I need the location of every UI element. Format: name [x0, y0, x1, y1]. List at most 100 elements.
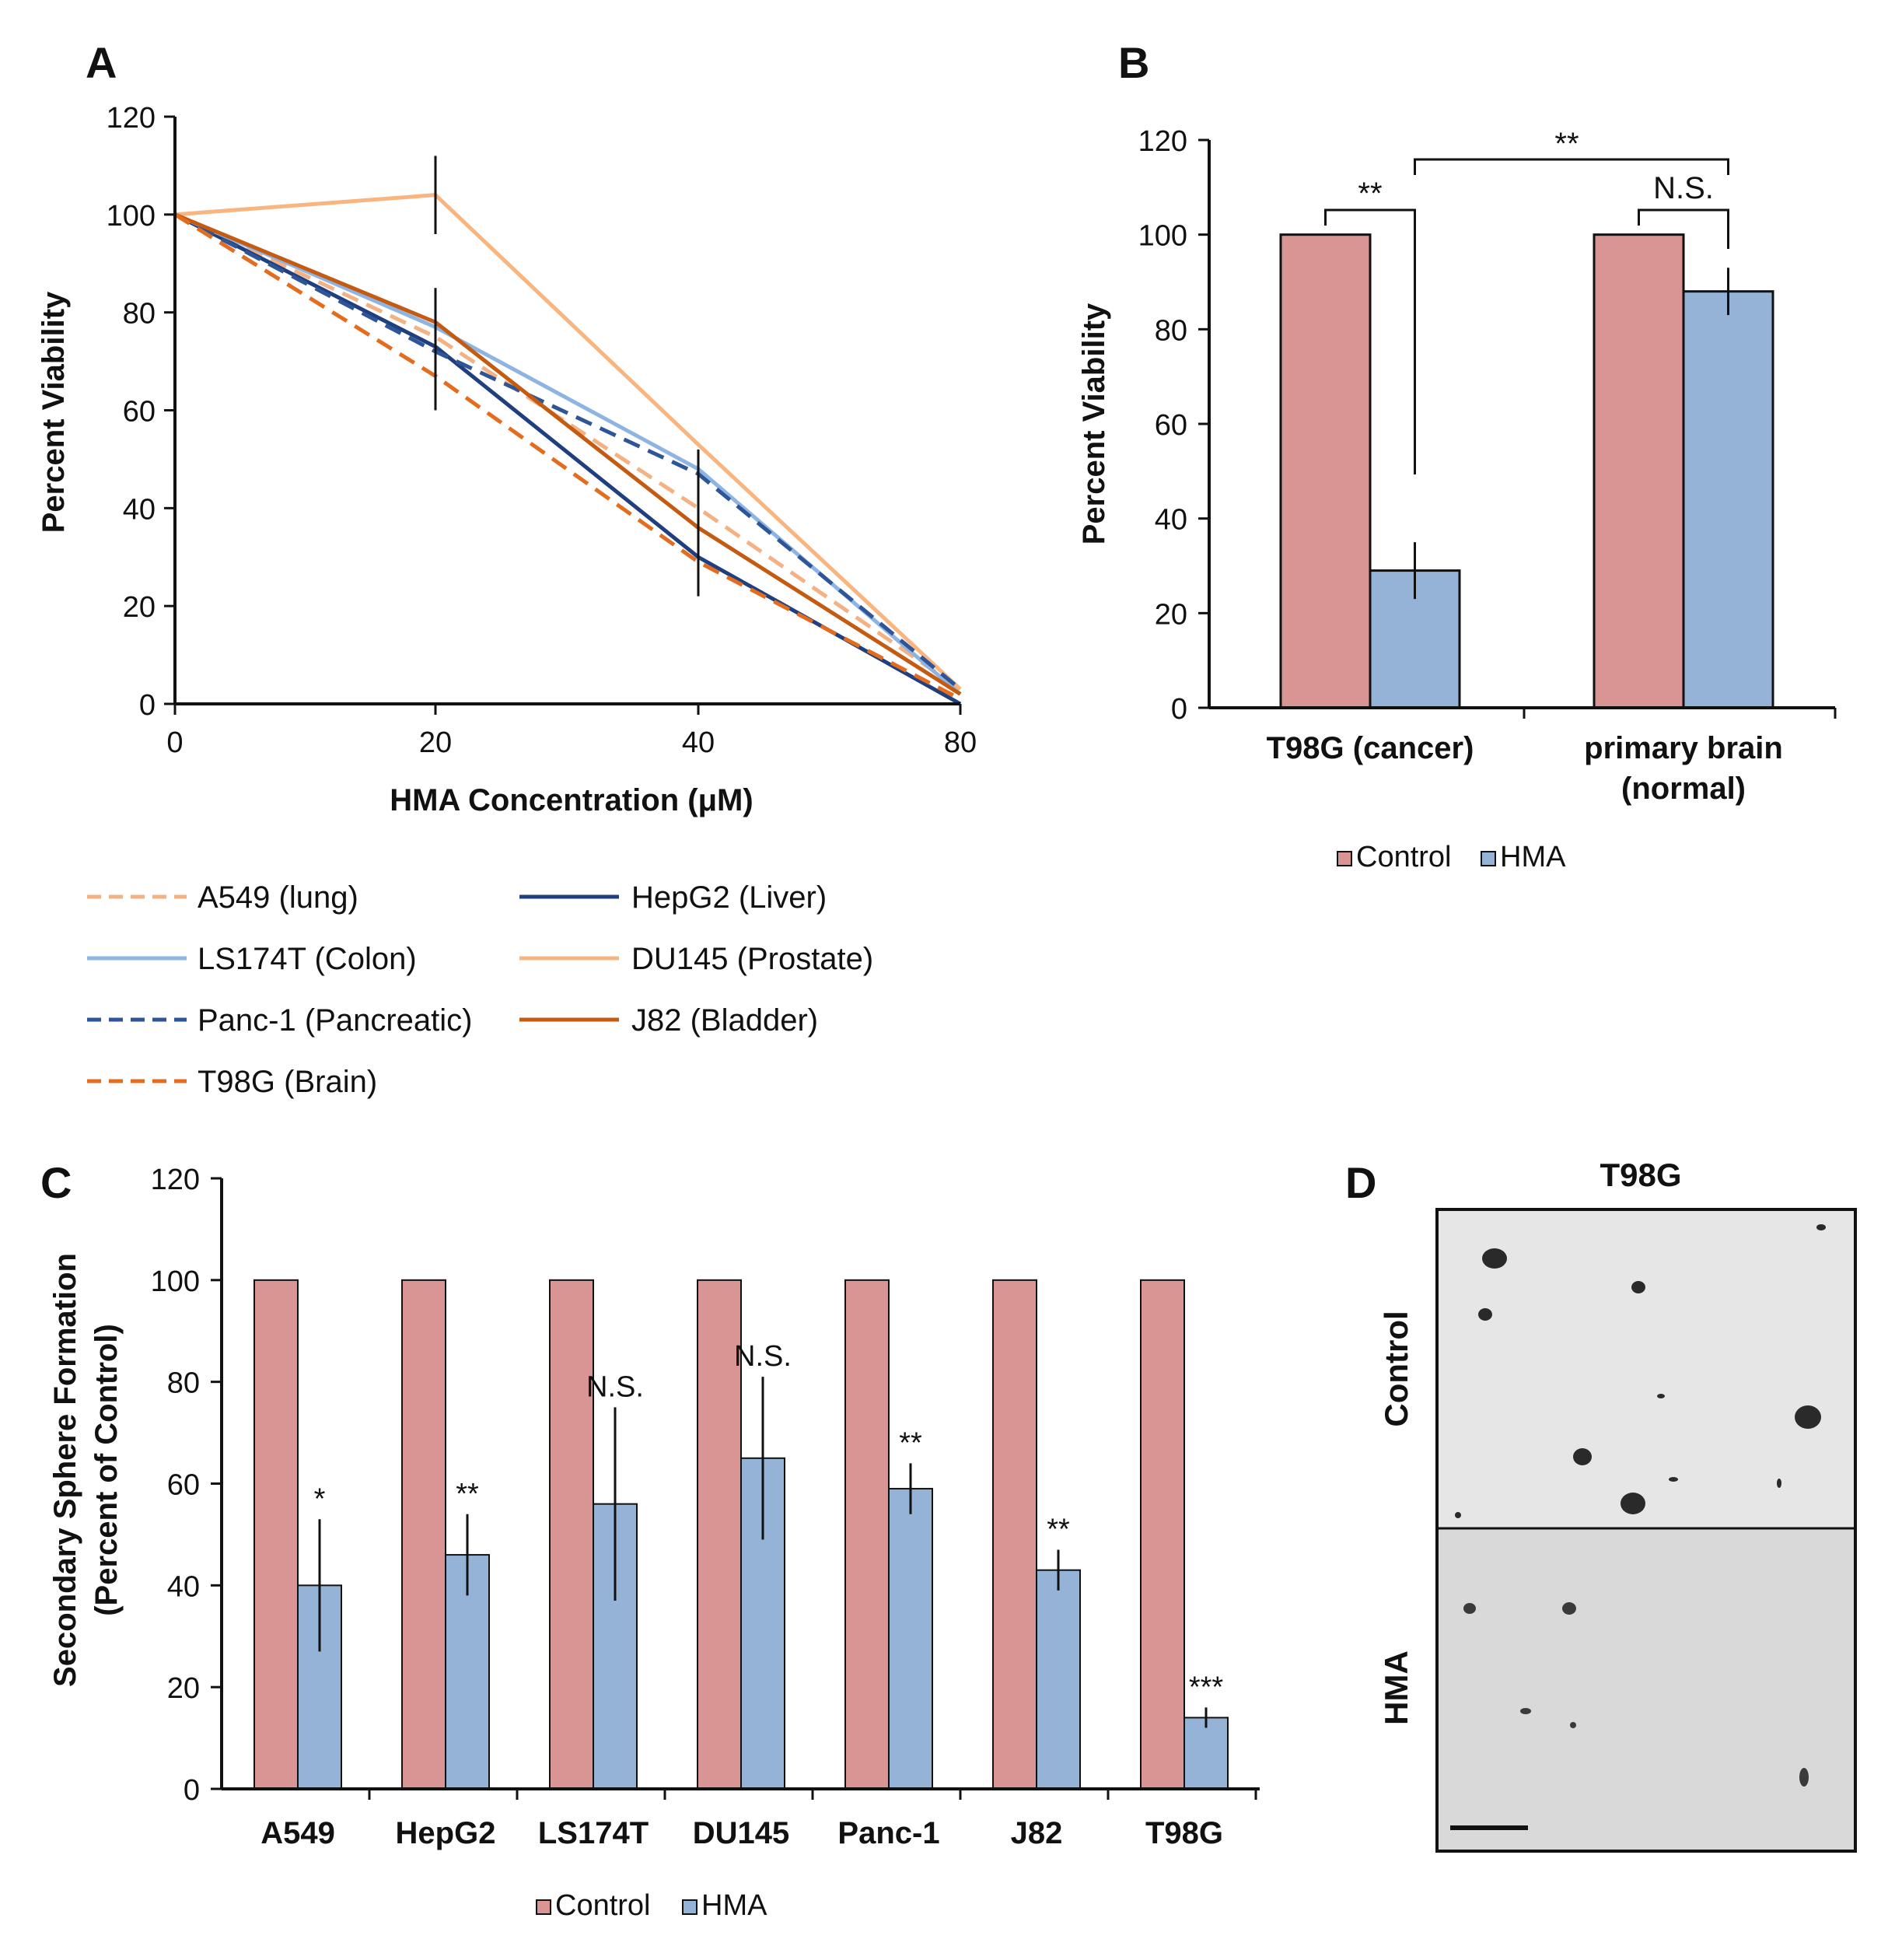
legend-label: LS174T (Colon): [198, 942, 417, 976]
significance-bracket: [1638, 208, 1729, 249]
sphere: [1455, 1512, 1461, 1518]
sphere: [1562, 1602, 1576, 1615]
x-tick-label: 80: [944, 726, 977, 759]
legend-swatch: [1481, 851, 1496, 866]
legend-label: DU145 (Prostate): [631, 942, 873, 976]
series-line-a549: [173, 212, 962, 691]
y-tick-label: 80: [123, 298, 156, 331]
sphere: [1795, 1405, 1821, 1429]
series-line-du145: [174, 193, 962, 691]
y-tick-label: 20: [123, 591, 156, 624]
category-label: Panc-1: [837, 1816, 939, 1850]
category-label: (normal): [1621, 772, 1746, 806]
sphere: [1570, 1722, 1576, 1728]
panel-c-bars: * A549 ** HepG2 N.S. LS174T N.S. DU145 ** Panc-1 *…: [253, 1279, 1229, 1850]
sphere: [1631, 1281, 1645, 1293]
panel-c-bar-chart: Secondary Sphere Formation (Percent of C…: [48, 1164, 1260, 1922]
panel-a-lines: [173, 193, 962, 706]
legend-label: T98G (Brain): [198, 1065, 377, 1099]
y-tick-label: 80: [167, 1367, 200, 1400]
bar-hma: [1369, 569, 1461, 709]
y-tick-label: 40: [1155, 504, 1187, 537]
sphere: [1799, 1768, 1809, 1787]
sphere: [1463, 1603, 1476, 1614]
bar-control: [844, 1279, 890, 1790]
legend-label: A549 (lung): [198, 880, 358, 915]
y-tick-label: 0: [184, 1774, 200, 1807]
legend-swatch: [1337, 851, 1352, 866]
y-tick-label: 0: [139, 689, 156, 722]
legend-label: HepG2 (Liver): [631, 880, 827, 915]
legend-label: HMA: [701, 1889, 767, 1922]
panel-b-y-label: Percent Viability: [1077, 303, 1111, 544]
panel-label-c: C: [40, 1158, 72, 1207]
spheres-control: [1455, 1224, 1826, 1518]
sphere: [1657, 1394, 1665, 1398]
y-tick-label: 120: [151, 1164, 200, 1196]
bar-hma: [1036, 1569, 1081, 1790]
panel-a-x-label: HMA Concentration (μM): [390, 783, 753, 817]
y-tick-label: 60: [1155, 409, 1187, 442]
x-tick-label: 20: [419, 726, 452, 759]
y-tick-label: 80: [1155, 314, 1187, 347]
bar-hma: [1184, 1717, 1229, 1790]
sphere: [1621, 1493, 1645, 1514]
significance-label: N.S.: [586, 1370, 644, 1403]
y-tick-label: 0: [1171, 693, 1187, 726]
y-tick-label: 60: [123, 396, 156, 429]
legend-label: Control: [1356, 841, 1452, 873]
x-tick-label: 0: [166, 726, 183, 759]
panel-label-a: A: [86, 38, 117, 87]
bar-control: [253, 1279, 299, 1790]
y-tick-label: 60: [167, 1469, 200, 1502]
sphere: [1816, 1224, 1826, 1230]
significance-label: *: [314, 1482, 326, 1515]
bar-hma: [1682, 290, 1774, 709]
significance-label: N.S.: [734, 1340, 792, 1373]
micrograph-frame: [1435, 1208, 1857, 1853]
panel-b-ticks: 0 20 40 60 80 100 120: [1138, 125, 1837, 726]
sphere: [1520, 1708, 1531, 1714]
legend-label: J82 (Bladder): [631, 1003, 818, 1038]
panel-a-y-label: Percent Viability: [37, 291, 71, 533]
y-tick-label: 20: [167, 1672, 200, 1705]
y-tick-label: 100: [151, 1265, 200, 1298]
legend-label: Panc-1 (Pancreatic): [198, 1003, 472, 1038]
y-tick-label: 40: [167, 1570, 200, 1603]
panel-b-legend: Control HMA: [1337, 841, 1566, 873]
bar-control: [1593, 233, 1685, 709]
panel-d-title: T98G: [1600, 1157, 1681, 1193]
category-label: DU145: [693, 1816, 790, 1850]
sphere: [1478, 1308, 1492, 1321]
category-label: primary brain: [1584, 731, 1783, 765]
panel-label-b: B: [1118, 38, 1149, 87]
significance-bracket: [1414, 158, 1729, 175]
micrograph-control: [1437, 1209, 1855, 1528]
panel-label-d: D: [1345, 1158, 1376, 1207]
panel-d-micrographs: T98G Control HMA: [1378, 1157, 1857, 1853]
significance-label: **: [1554, 127, 1579, 161]
significance-bracket: [1324, 208, 1416, 474]
significance-label: N.S.: [1653, 171, 1714, 205]
legend-swatch: [682, 1899, 698, 1915]
category-label: LS174T: [538, 1816, 649, 1850]
y-tick-label: 100: [1138, 220, 1187, 253]
sphere: [1573, 1448, 1592, 1465]
panel-b-significance: ** ** N.S.: [1324, 127, 1729, 474]
y-tick-label: 20: [1155, 598, 1187, 631]
category-label: T98G (cancer): [1267, 731, 1474, 765]
significance-label: **: [1358, 177, 1382, 211]
significance-label: **: [1047, 1514, 1070, 1546]
panel-a-error-bars: [434, 156, 700, 597]
category-label: HepG2: [396, 1816, 496, 1850]
significance-label: ***: [1189, 1671, 1224, 1703]
panel-b-bar-chart: Percent Viability 0 20 40 60 80 100 120 T98G (…: [1077, 125, 1837, 873]
panel-c-legend: Control HMA: [536, 1889, 767, 1922]
bar-control: [1140, 1279, 1185, 1790]
bar-control: [549, 1279, 594, 1790]
significance-label: **: [456, 1478, 479, 1510]
panel-c-ticks: 0 20 40 60 80 100 120: [151, 1164, 1257, 1807]
panel-a-legend: A549 (lung) HepG2 (Liver) LS174T (Colon) DU…: [87, 880, 873, 1099]
bar-control: [992, 1279, 1037, 1790]
